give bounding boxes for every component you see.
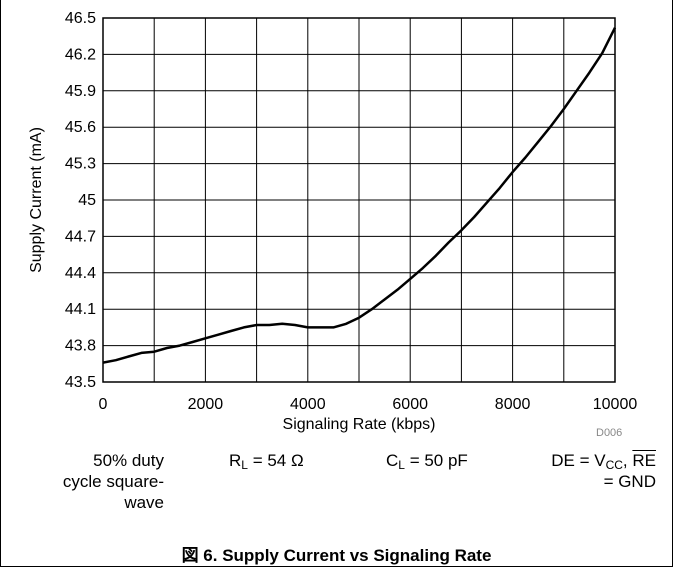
duty-line-1: 50% duty xyxy=(93,451,164,470)
x-tick-label: 4000 xyxy=(290,396,326,413)
figure-code: D006 xyxy=(596,427,623,439)
duty-cycle-condition: 50% duty cycle square- wave xyxy=(40,450,164,513)
x-tick-label: 10000 xyxy=(593,396,638,413)
de-subscript: CC xyxy=(605,458,623,472)
duty-line-3: wave xyxy=(124,493,164,512)
de-comma: , xyxy=(622,451,633,470)
x-axis-label: Signaling Rate (kbps) xyxy=(283,416,436,433)
y-tick-label: 43.5 xyxy=(65,374,96,391)
y-axis-label: Supply Current (mA) xyxy=(28,127,45,273)
plot-area-border xyxy=(102,17,616,383)
supply-current-chart: 43.5 43.8 44.1 44.4 44.7 45 45.3 45.6 45.9 46.2 46… xyxy=(28,10,638,433)
load-capacitance-condition: CL = 50 pF xyxy=(386,450,468,471)
y-tick-label: 45.3 xyxy=(65,156,96,173)
y-tick-label: 44.7 xyxy=(65,228,96,245)
x-tick-label: 0 xyxy=(99,396,108,413)
x-tick-label: 2000 xyxy=(188,396,224,413)
rl-value: = 54 Ω xyxy=(247,451,304,470)
y-tick-label: 45.9 xyxy=(65,83,96,100)
rl-symbol: R xyxy=(229,451,242,470)
duty-line-2: cycle square- xyxy=(62,472,164,491)
y-tick-label: 46.5 xyxy=(65,10,96,27)
x-tick-label: 6000 xyxy=(392,396,428,413)
x-tick-label: 8000 xyxy=(495,396,531,413)
y-tick-label: 45 xyxy=(78,192,96,209)
cl-value: = 50 pF xyxy=(404,451,468,470)
de-line-2: = GND xyxy=(603,472,656,491)
rl-subscript: L xyxy=(241,458,248,472)
series-line-supply-current xyxy=(102,27,617,364)
y-tick-label: 43.8 xyxy=(65,338,96,355)
figure-caption: 図 6. Supply Current vs Signaling Rate xyxy=(181,546,492,565)
driver-enable-condition: DE = VCC, RE = GND xyxy=(490,450,656,492)
de-prefix: DE = V xyxy=(551,451,606,470)
re-overline: RE xyxy=(632,451,656,470)
y-tick-label: 44.4 xyxy=(65,265,96,282)
load-resistance-condition: RL = 54 Ω xyxy=(229,450,304,471)
y-tick-label: 44.1 xyxy=(65,301,96,318)
y-tick-label: 45.6 xyxy=(65,119,96,136)
y-tick-label: 46.2 xyxy=(65,46,96,63)
de-line-1: DE = VCC, RE xyxy=(490,450,656,471)
cl-subscript: L xyxy=(398,458,405,472)
cl-symbol: C xyxy=(386,451,399,470)
